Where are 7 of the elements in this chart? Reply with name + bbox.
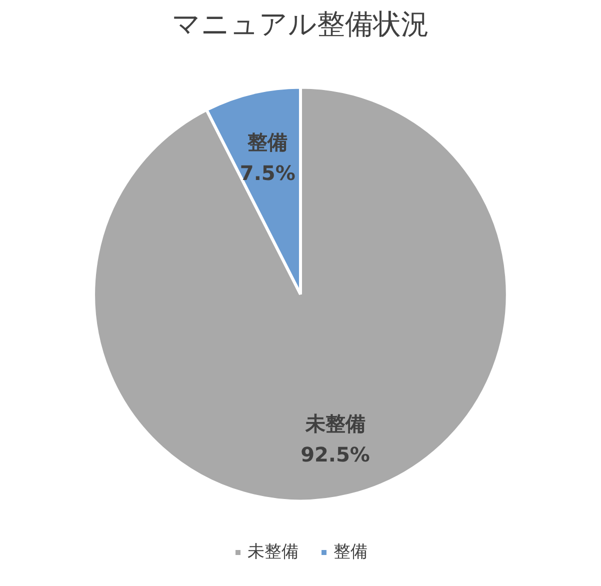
slice-label: 未整備: [304, 411, 366, 436]
data-label: 7.5%: [240, 160, 296, 185]
legend-label: 整備: [334, 541, 368, 563]
chart-title: マニュアル整備状況: [172, 8, 429, 40]
data-label: 92.5%: [300, 442, 370, 467]
legend-label: 未整備: [248, 541, 298, 563]
slice-label: 整備: [246, 130, 288, 154]
